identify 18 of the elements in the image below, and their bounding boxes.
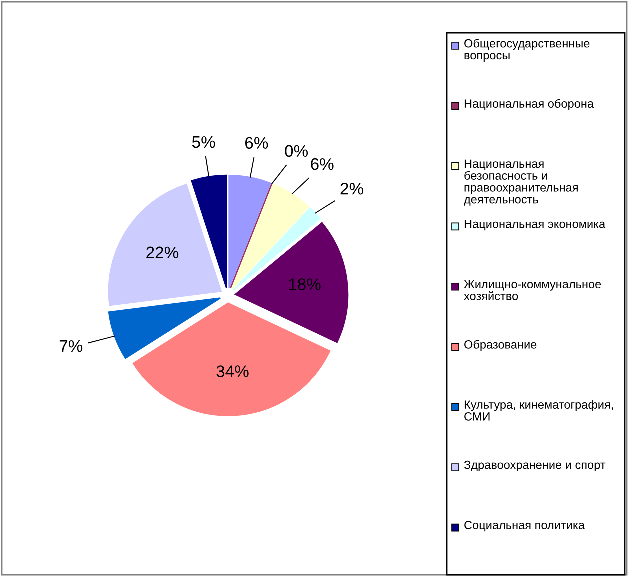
legend-label: Национальная безопасность и правоохранительная деятельность — [464, 160, 578, 206]
legend-label: Образование — [464, 340, 537, 352]
legend-label: Здравоохранение и спорт — [464, 460, 606, 472]
data-label: 6% — [246, 137, 268, 150]
data-label: 5% — [192, 136, 216, 148]
data-label: 22% — [146, 246, 179, 259]
data-label: 7% — [60, 340, 83, 352]
data-label: 18% — [289, 278, 321, 290]
data-label: 6% — [311, 158, 334, 170]
legend-label: Национальная оборона — [464, 99, 594, 110]
legend-label: Общегосударственные вопросы — [464, 39, 590, 62]
data-label: 2% — [340, 183, 364, 195]
legend-label: Жилищно-коммунальное хозяйство — [464, 280, 602, 300]
legend-label: Культура, кинематография, СМИ — [464, 400, 614, 421]
data-label: 34% — [216, 366, 249, 378]
legend-label: Национальная экономика — [464, 220, 606, 231]
text: 0% — [285, 145, 308, 158]
legend-label: Социальная политика — [464, 521, 585, 532]
